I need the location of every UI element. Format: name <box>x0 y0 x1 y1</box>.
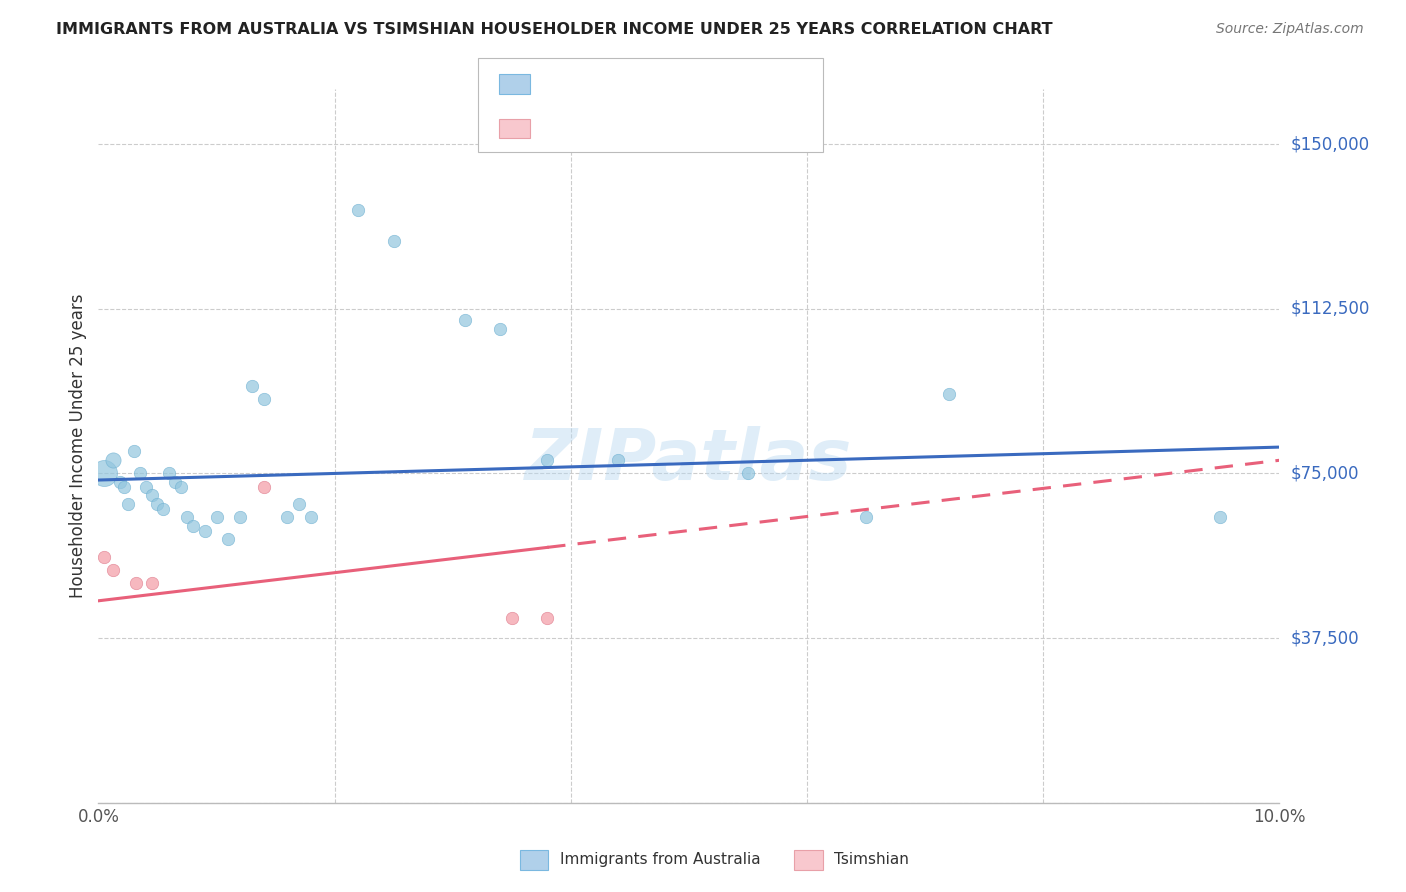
Point <box>253 480 276 494</box>
Point <box>122 444 145 458</box>
Text: 0.583: 0.583 <box>600 120 658 137</box>
Point <box>176 510 198 524</box>
Text: N =: N = <box>675 120 714 137</box>
Point <box>152 501 174 516</box>
Point <box>229 510 252 524</box>
Point <box>194 524 217 538</box>
Point <box>276 510 298 524</box>
Point <box>165 475 187 490</box>
Point <box>1209 510 1232 524</box>
Point <box>607 453 630 467</box>
Point <box>141 576 163 591</box>
Point <box>157 467 180 481</box>
Point <box>453 312 475 326</box>
Text: $150,000: $150,000 <box>1291 135 1369 153</box>
Text: R =: R = <box>544 75 583 93</box>
Text: 32: 32 <box>723 75 748 93</box>
Point <box>205 510 228 524</box>
Point <box>93 549 115 564</box>
Point <box>855 510 877 524</box>
Text: Tsimshian: Tsimshian <box>834 853 908 867</box>
Y-axis label: Householder Income Under 25 years: Householder Income Under 25 years <box>69 293 87 599</box>
Point <box>240 378 263 392</box>
Point <box>117 497 139 511</box>
Point <box>536 453 558 467</box>
Point <box>101 563 124 577</box>
Point <box>299 510 322 524</box>
Text: R =: R = <box>544 120 583 137</box>
Point <box>128 467 150 481</box>
Point <box>501 611 523 625</box>
Text: N =: N = <box>675 75 714 93</box>
Point <box>382 234 405 248</box>
Point <box>288 497 311 511</box>
Point <box>112 480 135 494</box>
Text: Source: ZipAtlas.com: Source: ZipAtlas.com <box>1216 22 1364 37</box>
Point <box>141 488 163 502</box>
Point <box>146 497 169 511</box>
Point <box>93 467 115 481</box>
Text: ZIPatlas: ZIPatlas <box>526 425 852 495</box>
Point <box>253 392 276 406</box>
Point <box>737 467 759 481</box>
Point <box>181 519 204 533</box>
Point <box>217 533 239 547</box>
Text: 7: 7 <box>727 120 740 137</box>
Point <box>347 202 370 217</box>
Point <box>125 576 148 591</box>
Text: $112,500: $112,500 <box>1291 300 1369 318</box>
Point <box>135 480 157 494</box>
Text: $75,000: $75,000 <box>1291 465 1360 483</box>
Point <box>938 387 960 401</box>
Text: 0.067: 0.067 <box>600 75 657 93</box>
Text: $37,500: $37,500 <box>1291 629 1360 647</box>
Text: IMMIGRANTS FROM AUSTRALIA VS TSIMSHIAN HOUSEHOLDER INCOME UNDER 25 YEARS CORRELA: IMMIGRANTS FROM AUSTRALIA VS TSIMSHIAN H… <box>56 22 1053 37</box>
Point <box>101 453 124 467</box>
Point <box>536 611 558 625</box>
Point <box>489 321 512 335</box>
Point <box>170 480 193 494</box>
Text: Immigrants from Australia: Immigrants from Australia <box>560 853 761 867</box>
Point <box>108 475 131 490</box>
